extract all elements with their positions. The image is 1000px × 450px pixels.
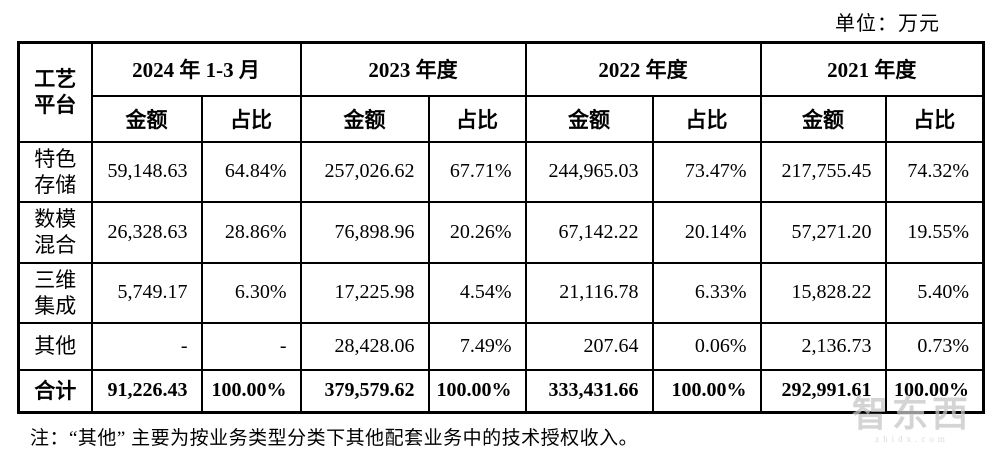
ratio-cell: 100.00%: [427, 369, 527, 413]
total-row-label: 合计: [17, 369, 93, 413]
ratio-cell: 100.00%: [200, 369, 302, 413]
ratio-subheader: 占比: [427, 94, 527, 143]
ratio-cell: 6.30%: [200, 261, 302, 324]
period-header-2022: 2022 年度: [524, 41, 762, 97]
ratio-cell: 0.06%: [651, 322, 762, 371]
ratio-cell: 4.54%: [427, 261, 527, 324]
amount-cell: 17,225.98: [299, 261, 430, 324]
amount-subheader: 金额: [90, 94, 203, 143]
unit-label: 单位：万元: [835, 13, 940, 35]
ratio-cell: 67.71%: [427, 140, 527, 203]
table-row-3d-integration: 三维 集成 5,749.17 6.30% 17,225.98 4.54% 21,…: [17, 261, 985, 324]
row-label: 其他: [17, 322, 93, 371]
ratio-cell: 6.33%: [651, 261, 762, 324]
amount-cell: 217,755.45: [759, 140, 887, 203]
ratio-subheader: 占比: [884, 94, 985, 143]
amount-cell: 2,136.73: [759, 322, 887, 371]
sub-header-row: 金额 占比 金额 占比 金额 占比 金额 占比: [19, 94, 985, 143]
period-header-row: 工艺 平台 2024 年 1-3 月 2023 年度 2022 年度 2021 …: [17, 41, 985, 143]
amount-cell: 5,749.17: [90, 261, 203, 324]
amount-cell: 333,431.66: [524, 369, 654, 413]
amount-cell: 244,965.03: [524, 140, 654, 203]
ratio-cell: 100.00%: [884, 369, 985, 413]
ratio-cell: 100.00%: [651, 369, 762, 413]
amount-cell: -: [90, 322, 203, 371]
amount-subheader: 金额: [524, 94, 654, 143]
ratio-cell: 20.14%: [651, 201, 762, 264]
row-label: 数模 混合: [17, 201, 93, 264]
ratio-cell: 28.86%: [200, 201, 302, 264]
ratio-cell: 7.49%: [427, 322, 527, 371]
row-label: 特色 存储: [17, 140, 93, 203]
ratio-subheader: 占比: [651, 94, 762, 143]
period-header-2024q1: 2024 年 1-3 月: [90, 41, 302, 97]
amount-cell: 21,116.78: [524, 261, 654, 324]
ratio-cell: 64.84%: [200, 140, 302, 203]
amount-subheader: 金额: [299, 94, 430, 143]
process-platform-revenue-table: 工艺 平台 2024 年 1-3 月 2023 年度 2022 年度 2021 …: [17, 41, 985, 414]
table-row-special-storage: 特色 存储 59,148.63 64.84% 257,026.62 67.71%…: [17, 140, 985, 203]
amount-cell: 257,026.62: [299, 140, 430, 203]
table-row-mixed-signal: 数模 混合 26,328.63 28.86% 76,898.96 20.26% …: [17, 201, 985, 264]
ratio-cell: -: [200, 322, 302, 371]
amount-cell: 28,428.06: [299, 322, 430, 371]
amount-cell: 207.64: [524, 322, 654, 371]
amount-cell: 57,271.20: [759, 201, 887, 264]
period-header-2021: 2021 年度: [759, 41, 985, 97]
amount-cell: 59,148.63: [90, 140, 203, 203]
ratio-cell: 73.47%: [651, 140, 762, 203]
ratio-subheader: 占比: [200, 94, 302, 143]
amount-cell: 379,579.62: [299, 369, 430, 413]
table-row-total: 合计 91,226.43 100.00% 379,579.62 100.00% …: [17, 369, 985, 413]
table-row-other: 其他 - - 28,428.06 7.49% 207.64 0.06% 2,13…: [17, 322, 985, 371]
ratio-cell: 20.26%: [427, 201, 527, 264]
amount-cell: 292,991.61: [759, 369, 887, 413]
amount-cell: 76,898.96: [299, 201, 430, 264]
ratio-cell: 74.32%: [884, 140, 985, 203]
amount-subheader: 金额: [759, 94, 887, 143]
corner-header: 工艺 平台: [17, 41, 93, 143]
footnote: 注：“其他” 主要为按业务类型分类下其他配套业务中的技术授权收入。: [30, 427, 639, 449]
amount-cell: 91,226.43: [90, 369, 203, 413]
ratio-cell: 19.55%: [884, 201, 985, 264]
period-header-2023: 2023 年度: [299, 41, 527, 97]
row-label: 三维 集成: [17, 261, 93, 324]
ratio-cell: 0.73%: [884, 322, 985, 371]
amount-cell: 67,142.22: [524, 201, 654, 264]
ratio-cell: 5.40%: [884, 261, 985, 324]
amount-cell: 26,328.63: [90, 201, 203, 264]
amount-cell: 15,828.22: [759, 261, 887, 324]
